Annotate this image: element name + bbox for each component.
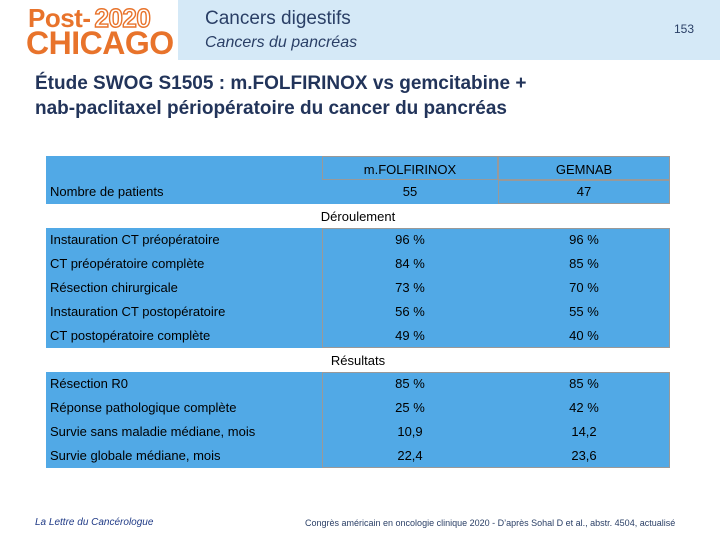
table-row: Instauration CT postopératoire 56 % 55 %	[46, 300, 670, 324]
cell-folfirinox: 10,9	[397, 424, 423, 439]
header-bar	[178, 0, 720, 60]
deroulement-values-border	[322, 228, 670, 348]
cell-gemnab: 55 %	[569, 304, 599, 319]
patients-row: Nombre de patients 55 47	[46, 180, 670, 204]
cell-gemnab: 47	[576, 184, 592, 199]
cell-gemnab: 23,6	[571, 448, 597, 463]
logo: Post- 2020 CHICAGO	[0, 0, 178, 61]
col-header-gemnab: GEMNAB	[555, 162, 613, 177]
table-row: Réponse pathologique complète 25 % 42 %	[46, 396, 670, 420]
cell-gemnab: 42 %	[569, 400, 599, 415]
row-label: Nombre de patients	[50, 184, 164, 199]
slide-title-line2: nab-paclitaxel périopératoire du cancer …	[35, 98, 507, 119]
header-subtitle: Cancers du pancréas	[205, 34, 358, 51]
cell-folfirinox: 84 %	[395, 256, 425, 271]
results-table: m.FOLFIRINOX GEMNAB Nombre de patients 5…	[46, 156, 670, 468]
table-row: Instauration CT préopératoire 96 % 96 %	[46, 228, 670, 252]
cell-folfirinox: 85 %	[395, 376, 425, 391]
cell-folfirinox: 96 %	[395, 232, 425, 247]
section-resultats: Résultats	[330, 353, 386, 368]
row-label: CT préopératoire complète	[50, 256, 205, 271]
cell-folfirinox: 22,4	[397, 448, 423, 463]
logo-year: 2020	[94, 2, 152, 33]
table-row: Survie sans maladie médiane, mois 10,9 1…	[46, 420, 670, 444]
cell-gemnab: 40 %	[569, 328, 599, 343]
row-label: Survie globale médiane, mois	[50, 448, 221, 463]
logo-line2: CHICAGO	[26, 25, 174, 61]
table-row: Survie globale médiane, mois 22,4 23,6	[46, 444, 670, 468]
cell-gemnab: 85 %	[569, 256, 599, 271]
slide-title-line1: Étude SWOG S1505 : m.FOLFIRINOX vs gemci…	[35, 73, 527, 94]
logo-line1: Post- 2020	[28, 2, 152, 33]
cell-folfirinox: 49 %	[395, 328, 425, 343]
deroulement-band	[46, 228, 670, 348]
footer-source: Congrès américain en oncologie clinique …	[305, 518, 676, 528]
cell-folfirinox: 73 %	[395, 280, 425, 295]
col-header-cell-2	[498, 156, 670, 180]
col-header-cell-1	[322, 156, 498, 180]
slide-title: Étude SWOG S1505 : m.FOLFIRINOX vs gemci…	[35, 71, 595, 121]
cell-folfirinox: 55	[402, 184, 418, 199]
table-row: CT préopératoire complète 84 % 85 %	[46, 252, 670, 276]
cell-folfirinox: 56 %	[395, 304, 425, 319]
cell-folfirinox: 25 %	[395, 400, 425, 415]
row-label: Instauration CT préopératoire	[50, 232, 220, 247]
cell-gemnab: 96 %	[569, 232, 599, 247]
cell-gemnab: 70 %	[569, 280, 599, 295]
row-label: Survie sans maladie médiane, mois	[50, 424, 256, 439]
table-row: Résection chirurgicale 73 % 70 %	[46, 276, 670, 300]
row-label: Résection R0	[50, 376, 129, 391]
table-row: CT postopératoire complète 49 % 40 %	[46, 324, 670, 348]
resultats-band	[46, 372, 670, 468]
section-deroulement: Déroulement	[320, 209, 396, 224]
row-label: Réponse pathologique complète	[50, 400, 237, 415]
header-title: Cancers digestifs	[205, 8, 351, 29]
cell-gemnab: 14,2	[571, 424, 597, 439]
footer-journal: La Lettre du Cancérologue	[35, 517, 154, 528]
row-label: Résection chirurgicale	[50, 280, 178, 295]
resultats-values-border	[322, 372, 670, 468]
page-number: 153	[673, 22, 695, 36]
column-header-row: m.FOLFIRINOX GEMNAB	[46, 158, 670, 182]
table-row: Résection R0 85 % 85 %	[46, 372, 670, 396]
col-header-folfirinox: m.FOLFIRINOX	[363, 162, 457, 177]
row-label: Instauration CT postopératoire	[50, 304, 226, 319]
patients-gemnab-border	[498, 180, 670, 204]
row-label: CT postopératoire complète	[50, 328, 211, 343]
cell-gemnab: 85 %	[569, 376, 599, 391]
